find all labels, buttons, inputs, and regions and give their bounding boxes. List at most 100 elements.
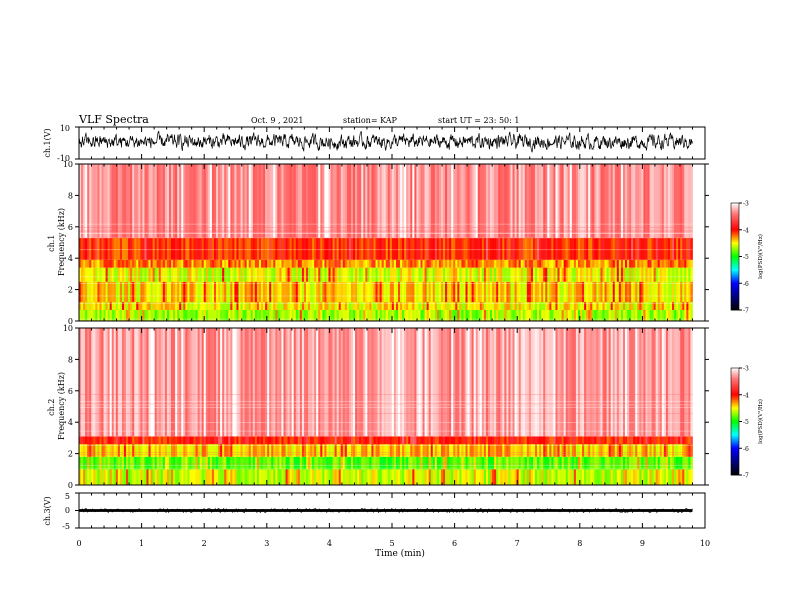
ch1-spectrogram-cell <box>363 281 366 303</box>
ch2-spectrogram-cell <box>420 444 423 457</box>
ch1-spectrogram-cell <box>228 164 231 238</box>
ch2-spectrogram-cell <box>119 328 123 437</box>
ch1-spectrogram-cell <box>541 302 544 311</box>
ch1-colorbar-swatch <box>731 254 739 257</box>
ch2-spectrogram-cell <box>647 436 650 445</box>
ch2-spectrogram-cell <box>136 436 139 445</box>
ch1-spectrogram-cell <box>612 164 616 238</box>
ch1-spectrogram-cell <box>279 164 282 238</box>
ch1-spectrogram-cell <box>483 281 487 303</box>
ch1-spectrogram-cell <box>471 310 475 321</box>
ch2-spectrogram-cell <box>465 436 468 445</box>
ch1-spectrogram-cell <box>545 302 548 311</box>
x-tick-label: 6 <box>452 539 457 548</box>
ch1-colorbar-swatch <box>731 219 739 222</box>
ch1-spectrogram-cell <box>457 302 460 311</box>
ch1-spectrogram-cell <box>318 267 321 282</box>
ch2-colorbar-swatch <box>731 396 739 399</box>
ch2-spectrogram-cell <box>187 436 190 445</box>
ch1-spectrogram-cell <box>111 164 115 238</box>
ch1-spectrogram-cell <box>275 310 278 321</box>
ch1-spectrogram-cell <box>299 164 303 238</box>
ch1-spectrogram-cell <box>344 302 348 311</box>
ch1-spectrogram-cell <box>312 237 315 260</box>
ch1-spectrogram-cell <box>596 259 599 268</box>
ch1-spectrogram-cell <box>598 281 601 303</box>
ch1-spectrogram-cell <box>87 281 90 303</box>
ch1-spectrogram-cell <box>663 237 667 260</box>
ch2-spectrogram-cell <box>645 456 648 470</box>
ch2-spectrogram-cell <box>518 436 522 445</box>
ch2-spectrogram-cell <box>328 456 331 470</box>
ch2-spectrogram-cell <box>451 456 454 470</box>
ch1-spectrogram-cell <box>314 281 317 303</box>
ch1-spectrogram-cell <box>418 310 421 321</box>
ch2-spectrogram-cell <box>226 469 229 485</box>
ch2-spectrogram-cell <box>158 444 162 457</box>
ch1-spectrogram-cell <box>367 237 370 260</box>
ch1-spectrogram-cell <box>216 302 219 311</box>
ch2-spectrogram-cell <box>285 469 288 485</box>
ch1-spectrogram-cell <box>252 302 256 311</box>
ch1-spectrogram-cell <box>567 259 571 268</box>
ch1-spectrogram-cell <box>678 281 681 303</box>
ch2-spectrogram-cell <box>643 469 646 485</box>
ch2-spectrogram-cell <box>465 469 468 485</box>
ch1-spectrogram-cell <box>551 267 554 282</box>
ch2-spectrogram-cell <box>580 328 583 437</box>
ch1-spectrogram-cell <box>420 237 423 260</box>
ch1-spectrogram-cell <box>117 281 121 303</box>
ch1-spectrogram-cell <box>232 267 235 282</box>
ch2-spectrogram-cell <box>267 444 270 457</box>
ch2-colorbar-swatch <box>731 412 739 415</box>
ch2-spectrogram-cell <box>445 444 448 457</box>
ch1-spectrogram-cell <box>230 302 233 311</box>
ch2-spectrogram-cell <box>128 444 131 457</box>
ch1-spectrogram-cell <box>389 259 393 268</box>
ch2-spectrogram-cell <box>263 456 266 470</box>
ch1-spectrogram-cell <box>690 259 693 268</box>
ch2-spectrogram-cell <box>498 444 501 457</box>
ch1-spectrogram-cell <box>173 302 176 311</box>
ch1-spectrogram-cell <box>109 164 113 238</box>
ch1-spectrogram-cell <box>455 259 458 268</box>
ch1-spectrogram-cell <box>87 267 90 282</box>
ch2-spectrogram-cell <box>379 469 383 485</box>
ch2-spectrogram-cell <box>481 469 485 485</box>
ch1-spectrogram-cell <box>324 267 327 282</box>
ch1-spectrogram-cell <box>498 267 501 282</box>
ch1-spectrogram-cell <box>635 164 638 238</box>
ch1-spectrogram-cell <box>138 310 141 321</box>
ch2-spectrogram-cell <box>209 456 213 470</box>
ch1-spectrogram-cell <box>496 302 499 311</box>
ch1-spectrogram-cell <box>643 267 646 282</box>
ch1-spectrogram-cell <box>234 259 237 268</box>
ch2-spectrogram-cell <box>136 469 139 485</box>
ch2-spectrogram-cell <box>146 328 149 437</box>
ch1-spectrogram-cell <box>528 259 532 268</box>
ch2-spectrogram-cell <box>119 436 123 445</box>
ch1-spectrogram-cell <box>438 281 442 303</box>
ch1-spectrogram-cell <box>582 259 585 268</box>
ch1-spectrogram-cell <box>138 281 141 303</box>
ch1-spectrogram-cell <box>269 164 272 238</box>
ch1-colorbar-swatch <box>731 270 739 273</box>
ch1-spectrogram-cell <box>563 281 567 303</box>
ch1-spectrogram-cell <box>559 281 562 303</box>
ch1-spectrogram-cell <box>498 259 501 268</box>
ch1-spectrogram-cell <box>324 302 327 311</box>
ch1-spectrogram-cell <box>678 302 681 311</box>
ch2-spectrogram-cell <box>109 328 113 437</box>
ch2-spectrogram-cell <box>541 444 544 457</box>
ch1-spectrogram-cell <box>191 310 194 321</box>
ch2-spectrogram-cell <box>177 469 180 485</box>
ch2-spectrogram-cell <box>477 469 481 485</box>
ch2-spectrogram-cell <box>600 456 603 470</box>
ch2-spectrogram-cell <box>185 436 188 445</box>
ch1-spectrogram-cell <box>674 267 677 282</box>
ch1-spectrogram-cell <box>203 164 207 238</box>
ch2-spectrogram-cell <box>85 328 88 437</box>
ch1-spectrogram-cell <box>508 302 511 311</box>
ch1-spectrogram-cell <box>420 164 423 238</box>
ch1-spectrogram-cell <box>136 281 139 303</box>
